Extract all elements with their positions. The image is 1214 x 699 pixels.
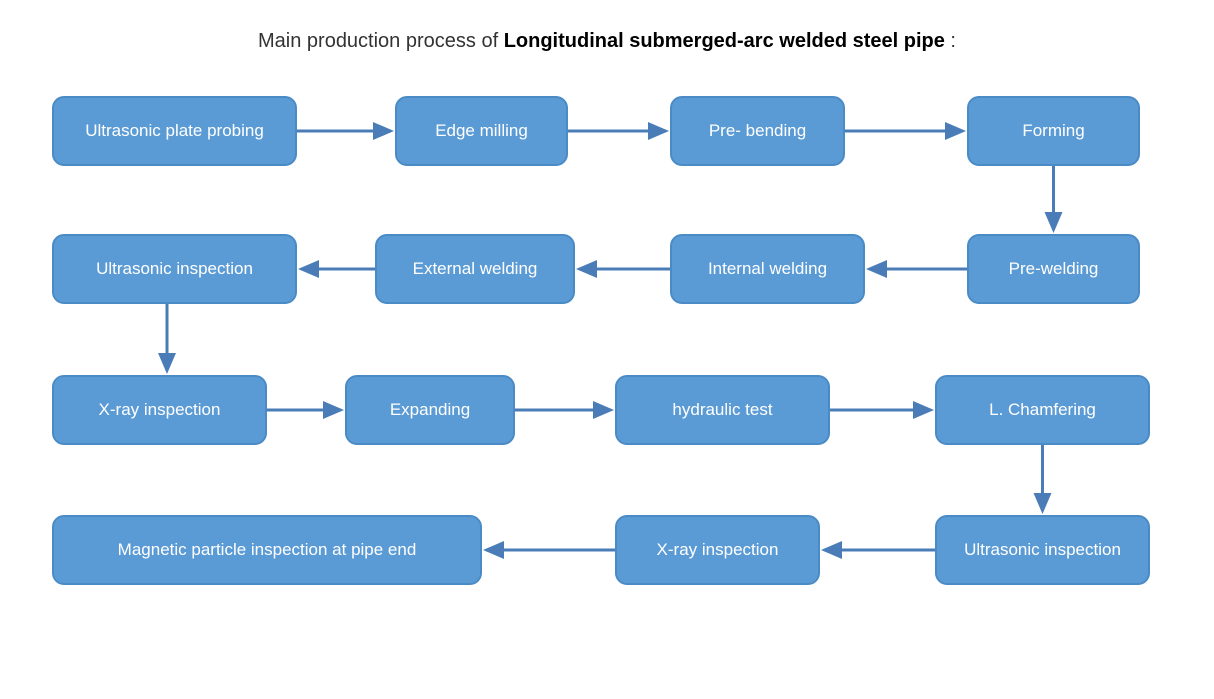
title-suffix: : (945, 30, 956, 52)
flow-node-n13: Ultrasonic inspection (935, 515, 1150, 585)
flow-node-n11: hydraulic test (615, 375, 830, 445)
flow-node-n15: Magnetic particle inspection at pipe end (52, 515, 482, 585)
flow-node-n7: External welding (375, 234, 575, 304)
flow-node-n12: L. Chamfering (935, 375, 1150, 445)
flow-node-n10: Expanding (345, 375, 515, 445)
flow-node-n3: Pre- bending (670, 96, 845, 166)
flow-node-n6: Internal welding (670, 234, 865, 304)
flow-node-n4: Forming (967, 96, 1140, 166)
flow-node-n2: Edge milling (395, 96, 568, 166)
flow-node-n9: X-ray inspection (52, 375, 267, 445)
title-prefix: Main production process of (258, 30, 504, 52)
flow-node-n14: X-ray inspection (615, 515, 820, 585)
diagram-title: Main production process of Longitudinal … (0, 30, 1214, 53)
flow-node-n5: Pre-welding (967, 234, 1140, 304)
title-bold: Longitudinal submerged-arc welded steel … (504, 30, 945, 52)
flow-node-n8: Ultrasonic inspection (52, 234, 297, 304)
flow-node-n1: Ultrasonic plate probing (52, 96, 297, 166)
